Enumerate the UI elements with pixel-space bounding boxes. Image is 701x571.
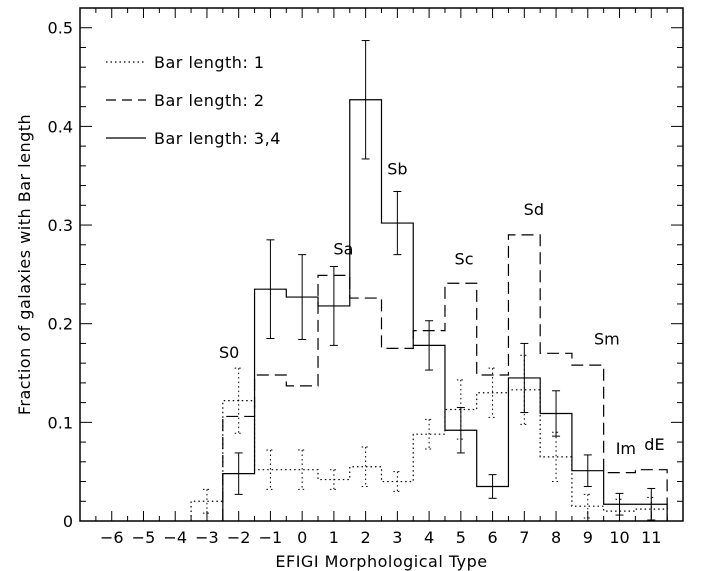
type-annotation: Sd bbox=[524, 200, 544, 219]
type-annotation: Sc bbox=[455, 250, 474, 269]
x-axis-title: EFIGI Morphological Type bbox=[275, 552, 487, 571]
type-annotation: Sm bbox=[594, 329, 620, 348]
x-tick-label: 9 bbox=[583, 528, 593, 547]
legend-label-1: Bar length: 1 bbox=[154, 53, 265, 72]
y-tick-label: 0.5 bbox=[48, 19, 73, 38]
x-tick-label: −4 bbox=[163, 528, 187, 547]
x-tick-label: −3 bbox=[195, 528, 219, 547]
series-step-line bbox=[222, 99, 668, 521]
labels-layer: −6 −5 −4 −3 −2 −1 0 1 2 3 4 5 6 7 8 9 10 11 0 0.1 0.2 0.3 0.4 0… bbox=[48, 19, 665, 547]
series-2 bbox=[222, 234, 668, 521]
plot-frame bbox=[79, 7, 684, 522]
x-tick-label: 5 bbox=[456, 528, 466, 547]
x-tick-label: 3 bbox=[392, 528, 402, 547]
x-tick-label: −5 bbox=[132, 528, 156, 547]
series-3 bbox=[222, 40, 668, 521]
x-tick-label: −1 bbox=[259, 528, 283, 547]
x-tick-label: 11 bbox=[641, 528, 661, 547]
legend: Bar length: 1 Bar length: 2 Bar length: 3,… bbox=[106, 53, 281, 148]
series-step-line bbox=[222, 234, 668, 521]
series-layer bbox=[190, 40, 668, 522]
x-tick-label: 0 bbox=[297, 528, 307, 547]
x-tick-label: 8 bbox=[551, 528, 561, 547]
x-tick-label: 2 bbox=[361, 528, 371, 547]
x-tick-label: 7 bbox=[519, 528, 529, 547]
legend-label-3: Bar length: 3,4 bbox=[154, 129, 281, 148]
x-tick-label: −6 bbox=[100, 528, 124, 547]
x-tick-label: 10 bbox=[609, 528, 629, 547]
y-tick-label: 0.1 bbox=[48, 413, 73, 432]
y-tick-label: 0.2 bbox=[48, 315, 73, 334]
x-tick-label: 4 bbox=[424, 528, 434, 547]
type-annotation: dE bbox=[644, 435, 664, 454]
type-annotation: Sb bbox=[387, 160, 407, 179]
x-tick-label: 1 bbox=[329, 528, 339, 547]
type-annotation: Sa bbox=[333, 240, 353, 259]
y-axis-title: Fraction of galaxies with Bar length bbox=[15, 114, 34, 415]
y-tick-label: 0.4 bbox=[48, 117, 73, 136]
type-annotation: Im bbox=[616, 439, 636, 458]
y-tick-label: 0.3 bbox=[48, 216, 73, 235]
x-tick-label: −2 bbox=[227, 528, 251, 547]
x-tick-label: 6 bbox=[487, 528, 497, 547]
type-annotation: S0 bbox=[219, 343, 239, 362]
y-tick-label: 0 bbox=[63, 512, 73, 531]
legend-label-2: Bar length: 2 bbox=[154, 91, 265, 110]
